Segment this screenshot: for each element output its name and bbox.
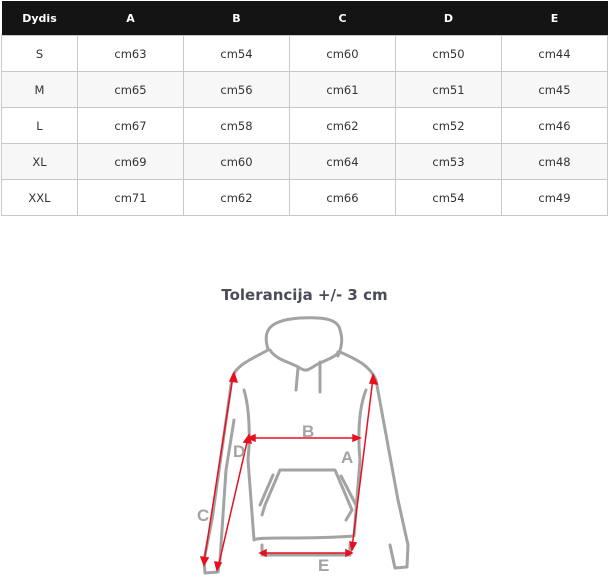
label-e: E — [318, 556, 329, 575]
size-cell: M — [1, 71, 78, 108]
measurement-cell: cm65 — [77, 71, 184, 108]
label-b: B — [302, 422, 314, 441]
header-d: D — [395, 1, 502, 36]
label-a: A — [341, 448, 353, 467]
label-c: C — [197, 506, 209, 525]
measurement-cell: cm62 — [183, 179, 290, 216]
measurement-cell: cm63 — [77, 35, 184, 72]
measurement-cell: cm69 — [77, 143, 184, 180]
header-b: B — [183, 1, 290, 36]
measurement-cell: cm61 — [289, 71, 396, 108]
arrow-c — [203, 375, 234, 563]
measurement-cell: cm45 — [501, 71, 608, 108]
tolerance-title: Tolerancija +/- 3 cm — [221, 286, 388, 304]
measurement-cell: cm60 — [183, 143, 290, 180]
measurement-cell: cm62 — [289, 107, 396, 144]
label-d: D — [233, 442, 245, 461]
header-size: Dydis — [1, 1, 78, 36]
header-c: C — [289, 1, 396, 36]
measurement-cell: cm71 — [77, 179, 184, 216]
measurement-cell: cm48 — [501, 143, 608, 180]
header-e: E — [501, 1, 608, 36]
measurement-cell: cm56 — [183, 71, 290, 108]
measurement-cell: cm46 — [501, 107, 608, 144]
size-cell: XXL — [1, 179, 78, 216]
table-row: XL cm69 cm60 cm64 cm53 cm48 — [1, 143, 608, 180]
measurement-cell: cm54 — [395, 179, 502, 216]
table-row: XXL cm71 cm62 cm66 cm54 cm49 — [1, 179, 608, 216]
measurement-cell: cm58 — [183, 107, 290, 144]
measurement-cell: cm49 — [501, 179, 608, 216]
measurement-arrows — [199, 371, 379, 572]
arrow-d — [217, 437, 249, 569]
measurement-cell: cm44 — [501, 35, 608, 72]
measurement-cell: cm54 — [183, 35, 290, 72]
table-header: Dydis A B C D E — [1, 1, 608, 36]
header-a: A — [77, 1, 184, 36]
measurement-cell: cm67 — [77, 107, 184, 144]
hoodie-outline — [202, 316, 410, 575]
measurement-cell: cm53 — [395, 143, 502, 180]
measurement-cell: cm51 — [395, 71, 502, 108]
measurement-cell: cm52 — [395, 107, 502, 144]
measurement-cell: cm66 — [289, 179, 396, 216]
arrow-a — [351, 377, 374, 549]
